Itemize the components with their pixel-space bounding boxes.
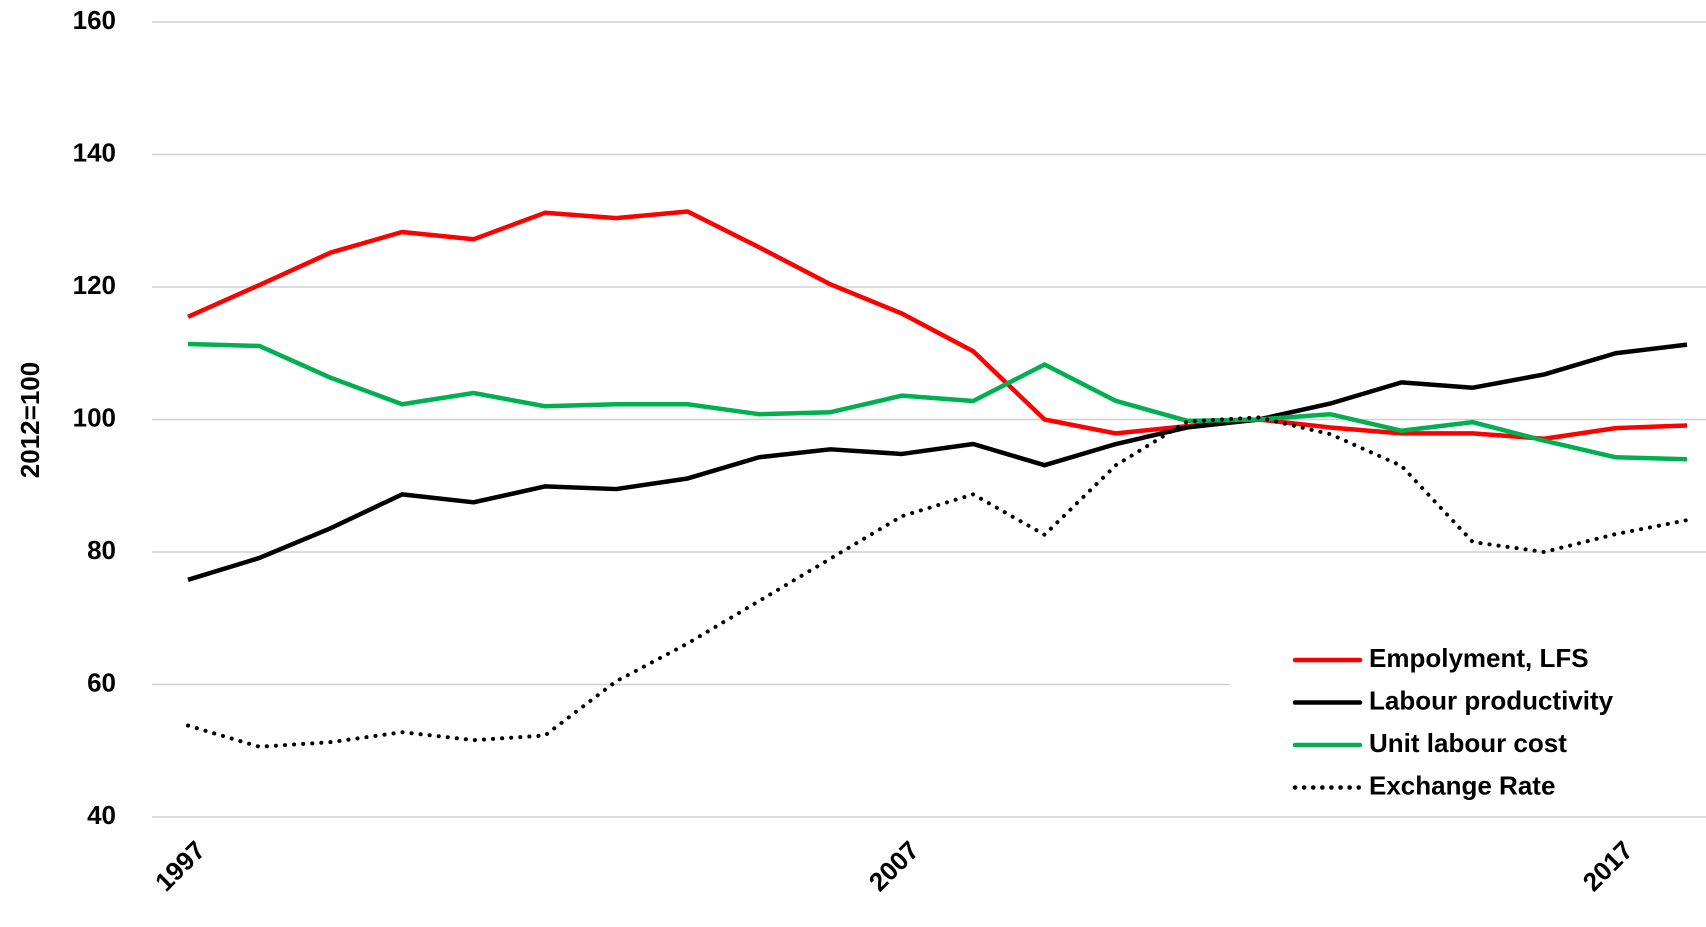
data-line [187, 209, 1688, 441]
x-tick-label: 1997 [149, 835, 211, 897]
legend-label: Unit labour cost [1369, 728, 1567, 758]
data-line [186, 415, 1689, 749]
y-tick-label: 60 [87, 667, 116, 697]
legend-box [1230, 640, 1706, 810]
y-tick-label: 40 [87, 800, 116, 830]
y-tick-label: 160 [73, 5, 116, 35]
data-line [187, 341, 1688, 462]
legend-label: Labour productivity [1369, 685, 1614, 715]
y-tick-label: 80 [87, 535, 116, 565]
data-line [187, 342, 1688, 582]
legend-label: Empolyment, LFS [1369, 643, 1589, 673]
y-tick-label: 140 [73, 137, 116, 167]
y-tick-label: 100 [73, 402, 116, 432]
y-axis-label: 2012=100 [15, 362, 45, 478]
y-tick-label: 120 [73, 270, 116, 300]
x-tick-label: 2007 [863, 835, 925, 897]
x-tick-label: 2017 [1577, 835, 1639, 897]
legend-label: Exchange Rate [1369, 770, 1555, 800]
